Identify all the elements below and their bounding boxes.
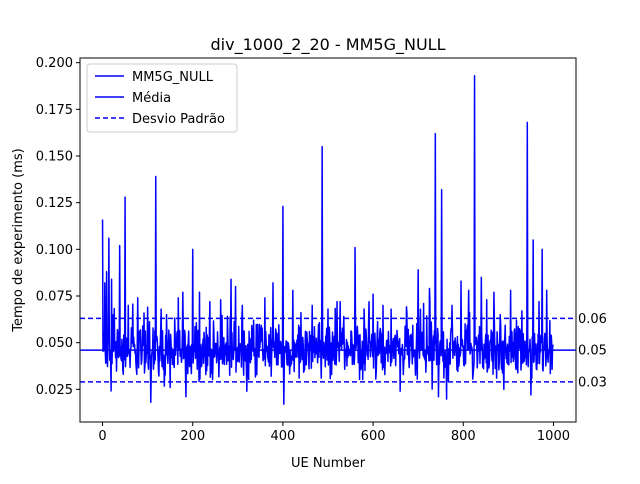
- y-tick-label-0: 0.025: [36, 383, 73, 398]
- legend-label-series: MM5G_NULL: [132, 70, 214, 85]
- y-tick-label-4: 0.125: [36, 196, 73, 211]
- x-tick-label-1000: 1000: [537, 429, 570, 444]
- legend-label-std: Desvio Padrão: [132, 112, 225, 127]
- legend-label-mean: Média: [132, 91, 171, 106]
- legend: MM5G_NULL Média Desvio Padrão: [86, 63, 238, 133]
- y-tick-label-1: 0.050: [36, 336, 73, 351]
- x-tick-label-400: 400: [270, 429, 295, 444]
- x-axis-label: UE Number: [291, 456, 366, 471]
- chart-title: div_1000_2_20 - MM5G_NULL: [211, 35, 446, 55]
- x-tick-label-600: 600: [361, 429, 386, 444]
- axes-frame: [79, 57, 577, 423]
- plot-area: 0 200 400 600 800 1000 0.025 0.050 0.075 0.100 0.1…: [36, 56, 607, 444]
- x-tick-label-0: 0: [98, 429, 106, 444]
- x-tick-label-200: 200: [180, 429, 205, 444]
- y-tick-label-5: 0.150: [36, 150, 73, 165]
- side-annotation-0: 0.06: [578, 312, 607, 327]
- x-tick-label-800: 800: [451, 429, 476, 444]
- y-tick-label-7: 0.200: [36, 56, 73, 71]
- y-tick-label-6: 0.175: [36, 103, 73, 118]
- side-annotation-2: 0.03: [578, 375, 607, 390]
- y-tick-label-3: 0.100: [36, 243, 73, 258]
- y-axis-label: Tempo de experimento (ms): [11, 148, 26, 332]
- side-annotation-1: 0.05: [578, 344, 607, 359]
- legend-box: [86, 63, 238, 133]
- y-tick-label-2: 0.075: [36, 290, 73, 305]
